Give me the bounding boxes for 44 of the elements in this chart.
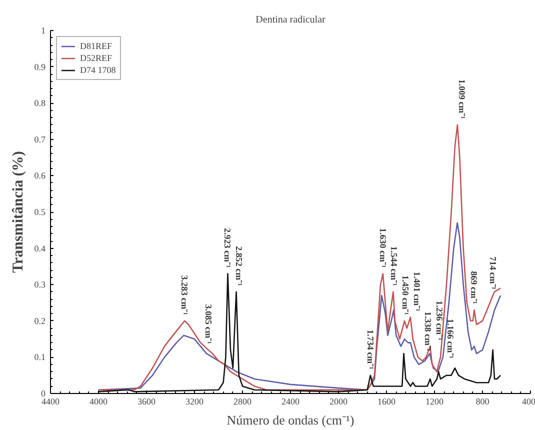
y-tick-label: 0 <box>41 388 46 398</box>
y-tick-label: 0.8 <box>34 98 46 108</box>
annotation: 1.166 cm⁻¹ <box>446 318 456 359</box>
x-tick-label: 400 <box>522 396 535 406</box>
x-axis-title: Número de ondas (cm⁻¹) <box>226 412 354 428</box>
legend-label: D52REF <box>80 53 112 63</box>
annotation: 3.085 cm⁻¹ <box>203 304 214 344</box>
x-tick-label: 2800 <box>234 396 252 406</box>
x-tick-label: 800 <box>476 396 490 406</box>
annotation: 2.923 cm⁻¹ <box>222 228 233 268</box>
x-tick-label: 3600 <box>138 396 156 406</box>
annotation: 1.450 cm⁻¹ <box>400 275 411 316</box>
x-tick-label: 4400 <box>42 396 60 406</box>
y-tick-label: 0.5 <box>34 207 46 217</box>
legend-label: D74 1708 <box>80 65 116 75</box>
x-tick-label: 3200 <box>186 396 204 406</box>
annotation: 1.401 cm⁻¹ <box>412 272 422 312</box>
y-tick-label: 0.9 <box>34 62 46 72</box>
annotation: 1.236 cm⁻¹ <box>434 300 444 341</box>
y-tick-label: 0.7 <box>34 134 46 144</box>
x-tick-label: 2400 <box>282 396 300 406</box>
annotation: 2.852 cm⁻¹ <box>234 246 244 286</box>
annotation: 1.009 cm⁻¹ <box>457 79 468 120</box>
y-tick-label: 0.6 <box>34 170 46 181</box>
annotation: 1.630 cm⁻¹ <box>378 228 388 268</box>
y-axis-title: Transmitância (%) <box>10 151 26 273</box>
legend-label: D81REF <box>80 41 112 51</box>
chart-title: Dentina radicular <box>256 14 326 26</box>
y-tick-label: 0.1 <box>34 352 46 362</box>
annotation: 1.544 cm⁻¹ <box>389 246 400 286</box>
x-tick-label: 4000 <box>90 396 108 406</box>
annotation: 1.734 cm⁻¹ <box>365 330 376 370</box>
annotation: 3.283 cm⁻¹ <box>180 275 190 316</box>
annotation: 1.338 cm⁻¹ <box>422 312 433 352</box>
annotation: 869 cm⁻¹ <box>469 271 480 304</box>
x-tick-label: 2000 <box>330 396 348 406</box>
y-tick-label: 0.3 <box>34 280 46 290</box>
line-series <box>98 124 502 391</box>
y-tick-label: 0.2 <box>34 316 46 326</box>
y-tick-label: 0.4 <box>34 243 46 254</box>
x-tick-label: 1600 <box>378 396 396 406</box>
x-tick-label: 1200 <box>426 396 444 406</box>
annotation: 714 cm⁻¹ <box>488 256 498 290</box>
y-tick-label: 1 <box>41 26 46 36</box>
